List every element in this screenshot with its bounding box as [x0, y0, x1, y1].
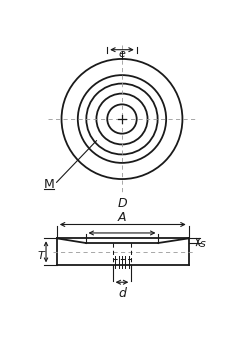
Text: M: M: [44, 178, 55, 191]
Text: d: d: [118, 287, 126, 300]
Text: s: s: [200, 239, 206, 249]
Text: T: T: [38, 251, 45, 261]
Text: A: A: [118, 211, 126, 224]
Text: e: e: [119, 49, 125, 59]
Text: D: D: [117, 197, 127, 210]
